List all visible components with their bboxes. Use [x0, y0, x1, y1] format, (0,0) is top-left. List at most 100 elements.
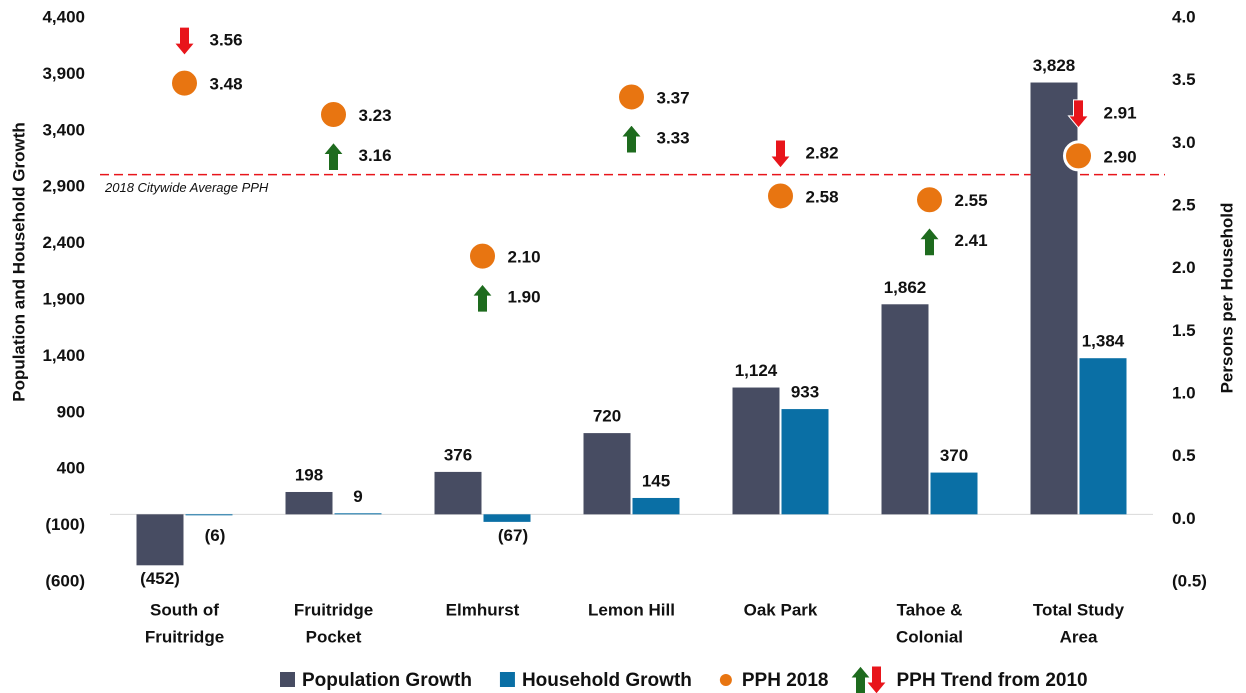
y2ticks-label: 4.0: [1172, 7, 1196, 26]
data-label: 198: [295, 465, 323, 484]
data-label: 720: [593, 407, 621, 426]
bar: [732, 387, 780, 515]
legend-swatch: [849, 665, 872, 693]
data-label: 1,862: [884, 278, 927, 297]
pph-marker: [765, 180, 796, 212]
bar: [583, 433, 631, 515]
x-tick-label: Pocket: [306, 627, 362, 646]
yticks-label: 1,900: [42, 289, 85, 308]
data-label: 2.90: [1104, 147, 1137, 166]
x-tick-label: Colonial: [896, 627, 963, 646]
bar: [285, 491, 333, 515]
y2ticks-label: 3.0: [1172, 133, 1196, 152]
data-label: 3,828: [1033, 56, 1076, 75]
yticks-label: (600): [45, 571, 85, 590]
data-label: 2.82: [806, 143, 839, 162]
data-label: 376: [444, 445, 472, 464]
trend-arrow: [1067, 99, 1090, 129]
pph-marker: [467, 240, 498, 272]
trend-arrow: [769, 139, 792, 169]
data-label: 2.91: [1104, 103, 1137, 122]
y2ticks-label: 3.5: [1172, 70, 1196, 89]
y2ticks-label: 1.0: [1172, 383, 1196, 402]
data-label: 2.55: [955, 191, 988, 210]
legend-swatch: [865, 665, 888, 693]
x-tick-label: Lemon Hill: [588, 600, 675, 619]
x-tick-label: Fruitridge: [294, 600, 373, 619]
trend-arrow: [322, 141, 345, 172]
yticks-label: 2,900: [42, 177, 85, 196]
data-label: 3.37: [657, 88, 690, 107]
reference-label: 2018 Citywide Average PPH: [104, 180, 269, 195]
y2-axis-title: Persons per Household: [1217, 203, 1236, 394]
pph-marker: [169, 67, 200, 99]
data-label: 1.90: [508, 288, 541, 307]
pph-marker: [1063, 140, 1094, 172]
x-tick-label: Area: [1060, 627, 1098, 646]
data-label: 3.16: [359, 146, 392, 165]
data-label: (452): [140, 569, 180, 588]
y-axis-title: Population and Household Growth: [9, 122, 28, 402]
yticks-label: 3,400: [42, 120, 85, 139]
data-label: 933: [791, 383, 819, 402]
data-label: 2.58: [806, 187, 839, 206]
legend-swatch: [280, 672, 295, 687]
bar: [483, 514, 531, 522]
x-tick-label: South of: [150, 600, 219, 619]
data-label: 3.33: [657, 128, 690, 147]
data-label: 2.10: [508, 248, 541, 267]
data-label: 9: [353, 487, 362, 506]
yticks-label: 400: [57, 459, 85, 478]
yticks-label: (100): [45, 515, 85, 534]
bar: [185, 514, 233, 516]
x-tick-label: Tahoe &: [897, 600, 963, 619]
bar: [1079, 358, 1127, 515]
x-tick-label: Fruitridge: [145, 627, 224, 646]
data-label: (6): [205, 526, 226, 545]
data-label: 3.56: [210, 31, 243, 50]
data-label: 145: [642, 471, 670, 490]
trend-arrow: [620, 124, 643, 154]
legend-label: PPH Trend from 2010: [897, 670, 1088, 691]
y2ticks-label: 0.5: [1172, 446, 1196, 465]
data-label: 2.41: [955, 231, 988, 250]
legend-label: Population Growth: [302, 670, 472, 691]
bar: [930, 472, 978, 515]
trend-arrow: [471, 283, 494, 313]
x-tick-label: Total Study: [1033, 600, 1125, 619]
x-tick-label: Oak Park: [744, 600, 818, 619]
y2ticks-label: (0.5): [1172, 571, 1207, 590]
yticks-label: 900: [57, 402, 85, 421]
y2ticks-label: 2.0: [1172, 258, 1196, 277]
legend-swatch: [719, 674, 732, 686]
bar: [781, 409, 829, 515]
data-label: (67): [498, 526, 528, 545]
x-tick-label: Elmhurst: [446, 600, 520, 619]
yticks-label: 2,400: [42, 233, 85, 252]
data-label: 3.48: [210, 75, 243, 94]
data-label: 3.23: [359, 106, 392, 125]
pph-marker: [318, 99, 349, 131]
trend-arrow: [173, 26, 196, 56]
bar: [136, 514, 184, 566]
y2ticks-label: 0.0: [1172, 509, 1196, 528]
pph-marker: [914, 184, 945, 216]
bar: [881, 304, 929, 515]
bar: [434, 471, 482, 515]
bar: [334, 513, 382, 515]
y2ticks-label: 1.5: [1172, 321, 1196, 340]
legend-label: Household Growth: [522, 670, 692, 691]
y2ticks-label: 2.5: [1172, 195, 1196, 214]
yticks-label: 1,400: [42, 346, 85, 365]
data-label: 370: [940, 446, 968, 465]
pph-marker: [616, 81, 647, 113]
data-label: 1,124: [735, 361, 778, 380]
trend-arrow: [918, 226, 941, 257]
yticks-label: 4,400: [42, 7, 85, 26]
legend-swatch: [499, 672, 515, 687]
bar: [632, 497, 680, 515]
yticks-label: 3,900: [42, 64, 85, 83]
legend-label: PPH 2018: [742, 670, 829, 691]
data-label: 1,384: [1082, 332, 1125, 351]
